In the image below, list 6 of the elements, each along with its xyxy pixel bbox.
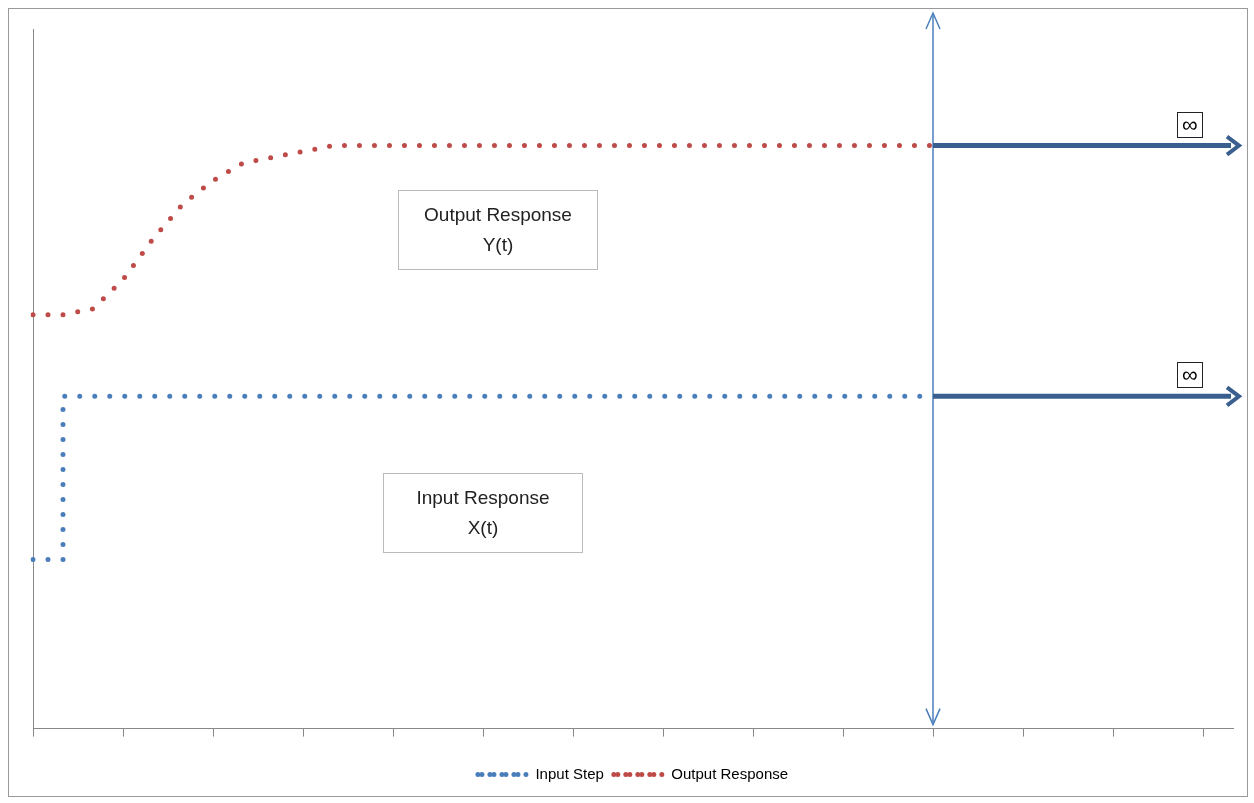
legend-label: Output Response xyxy=(671,764,789,782)
text-box: Input Response X(t) xyxy=(383,472,583,553)
annotation: ∞ xyxy=(1177,362,1203,389)
legend-label: Input Step xyxy=(535,764,604,782)
text-box: Output Response Y(t) xyxy=(398,190,598,271)
text: ∞ xyxy=(1177,111,1203,138)
